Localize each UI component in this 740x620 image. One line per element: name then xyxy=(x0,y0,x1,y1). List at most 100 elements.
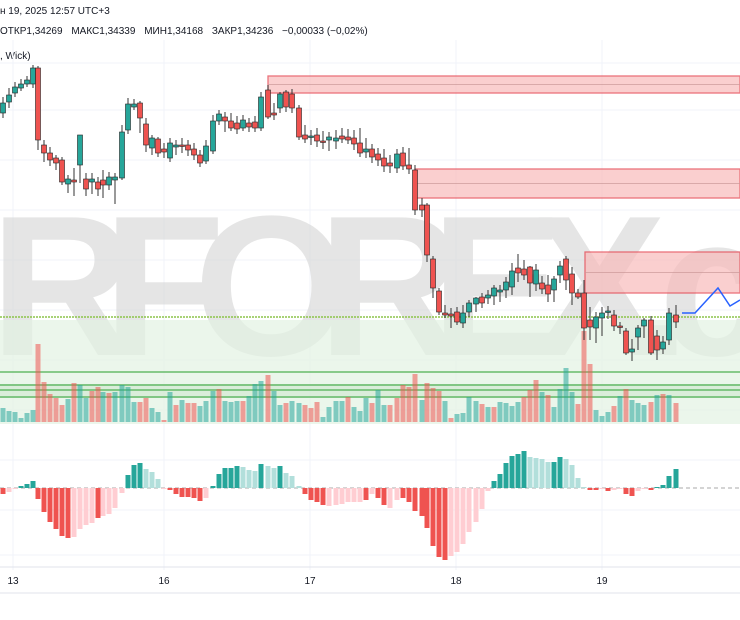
oscillator-bar xyxy=(265,466,271,488)
volume-bar xyxy=(24,413,30,422)
candle-body xyxy=(563,258,569,281)
volume-bar xyxy=(587,364,593,422)
candle-body xyxy=(106,176,112,186)
volume-bar xyxy=(599,416,605,422)
volume-bar xyxy=(149,408,155,422)
oscillator-bar xyxy=(515,454,521,488)
oscillator-bar xyxy=(473,488,479,522)
volume-bar xyxy=(47,394,53,422)
oscillator-bar xyxy=(53,488,59,529)
oscillator-bar xyxy=(581,487,587,488)
candle-body xyxy=(240,119,246,129)
oscillator-bar xyxy=(71,488,77,537)
volume-bar xyxy=(660,394,666,422)
volume-bar xyxy=(246,396,252,422)
oscillator-bar xyxy=(545,462,551,488)
oscillator-bar xyxy=(155,479,161,488)
volume-bar xyxy=(623,389,629,422)
volume-bar xyxy=(333,401,339,422)
volume-bar xyxy=(161,420,167,422)
volume-bar xyxy=(83,398,89,422)
candle-body xyxy=(59,159,65,183)
volume-bar xyxy=(100,392,106,422)
candle-body xyxy=(387,162,393,167)
candle-body xyxy=(296,107,302,138)
oscillator-bar xyxy=(131,465,137,488)
candle-body xyxy=(265,89,271,118)
oscillator-bar xyxy=(485,488,491,491)
candle-body xyxy=(222,116,228,122)
volume-bar xyxy=(430,388,436,422)
candle-body xyxy=(83,178,89,190)
volume-bar xyxy=(454,414,460,422)
oscillator-bar xyxy=(179,488,185,497)
volume-bar xyxy=(575,404,581,422)
candle-body xyxy=(314,134,320,142)
oscillator-bar xyxy=(24,484,30,488)
candle-body xyxy=(623,330,629,354)
candle-body xyxy=(119,131,125,179)
candle-body xyxy=(30,67,36,85)
oscillator-bar xyxy=(197,488,203,501)
oscillator-bar xyxy=(252,471,258,488)
volume-bar xyxy=(41,382,47,422)
volume-bar xyxy=(581,331,587,422)
candle-body xyxy=(173,144,179,148)
volume-bar xyxy=(436,391,442,422)
oscillator-bar xyxy=(240,467,246,488)
volume-bar xyxy=(563,368,569,422)
oscillator-bar xyxy=(412,488,418,511)
volume-bar xyxy=(320,417,326,422)
volume-bar xyxy=(400,385,406,422)
candle-body xyxy=(673,314,679,323)
oscillator-bar xyxy=(448,488,454,556)
volume-bar xyxy=(77,385,83,422)
candle-body xyxy=(654,335,660,351)
candle-body xyxy=(100,179,106,186)
candle-body xyxy=(509,270,515,288)
oscillator-bar xyxy=(369,488,375,494)
volume-bar xyxy=(545,395,551,422)
oscillator-bar xyxy=(575,478,581,488)
volume-bar xyxy=(345,397,351,422)
candle-body xyxy=(381,157,387,167)
x-axis-label: 18 xyxy=(450,576,462,587)
indicator-label[interactable]: , Wick) xyxy=(0,51,31,62)
candle-body xyxy=(149,137,155,149)
volume-bar xyxy=(308,408,314,422)
oscillator-bar xyxy=(381,488,387,505)
oscillator-bar xyxy=(345,488,351,502)
volume-bar xyxy=(112,392,118,422)
candle-body xyxy=(179,144,185,147)
oscillator-bar xyxy=(112,488,118,508)
oscillator-bar xyxy=(466,488,472,532)
oscillator-bar xyxy=(333,488,339,505)
oscillator-bar xyxy=(41,488,47,512)
candle-body xyxy=(143,123,149,146)
volume-bar xyxy=(283,403,289,422)
volume-bar xyxy=(521,397,527,422)
candle-body xyxy=(491,287,497,297)
volume-bar xyxy=(155,412,161,422)
candle-body xyxy=(551,278,557,291)
oscillator-bar xyxy=(339,488,345,504)
candle-body xyxy=(18,83,24,89)
oscillator-bar xyxy=(277,466,283,488)
volume-bar xyxy=(143,398,149,422)
candle-body xyxy=(271,112,277,116)
candle-body xyxy=(6,94,12,103)
oscillator-bar xyxy=(648,488,654,490)
volume-bar xyxy=(611,406,617,422)
oscillator-bar xyxy=(228,468,234,488)
volume-bar xyxy=(173,405,179,422)
candle-body xyxy=(216,113,222,122)
volume-bar xyxy=(12,412,18,422)
volume-bar xyxy=(277,405,283,422)
candle-body xyxy=(503,281,509,291)
volume-bar xyxy=(203,401,209,422)
oscillator-bar xyxy=(191,488,197,498)
volume-bar xyxy=(89,391,95,422)
candle-body xyxy=(430,258,436,289)
oscillator-bar xyxy=(629,488,635,496)
